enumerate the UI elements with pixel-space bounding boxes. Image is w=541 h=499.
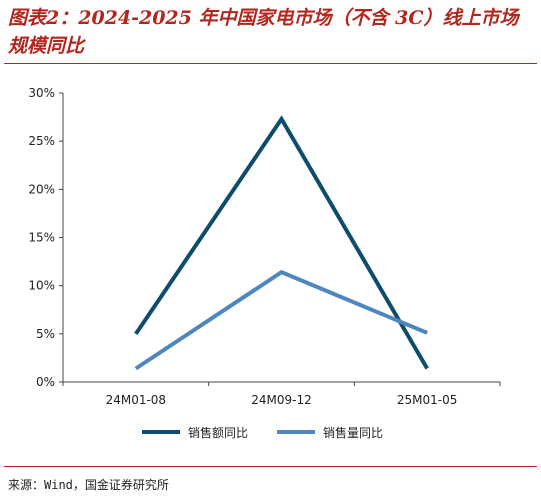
y-tick-label: 15% xyxy=(28,231,55,245)
title-divider xyxy=(4,63,537,64)
y-axis: 0% 5% 10% 15% 20% 25% 30% xyxy=(28,86,64,389)
y-tick-label: 10% xyxy=(28,279,55,293)
x-tick-label: 24M09-12 xyxy=(251,393,312,407)
source-note: 来源：Wind，国金证券研究所 xyxy=(8,478,169,492)
legend-label: 销售额同比 xyxy=(188,425,248,440)
y-tick-label: 5% xyxy=(36,327,55,341)
legend: 销售额同比 销售量同比 xyxy=(142,425,383,440)
series-lines xyxy=(134,115,429,371)
series-line-2 xyxy=(134,269,428,371)
line-chart: 0% 5% 10% 15% 20% 25% 30% 24M01-08 24M09-12 25M0… xyxy=(28,86,501,440)
series-line-1 xyxy=(134,115,429,370)
chart-title: 图表2：2024-2025 年中国家电市场（不含 3C）线上市场规模同比 xyxy=(8,7,519,57)
y-tick-label: 30% xyxy=(28,86,55,100)
footer-divider xyxy=(4,466,537,467)
legend-label: 销售量同比 xyxy=(323,425,383,440)
x-tick-label: 25M01-05 xyxy=(397,393,458,407)
y-tick-label: 0% xyxy=(36,375,55,389)
y-tick-label: 25% xyxy=(28,134,55,148)
y-tick-label: 20% xyxy=(28,182,55,196)
x-tick-label: 24M01-08 xyxy=(106,393,167,407)
x-axis: 24M01-08 24M09-12 25M01-05 xyxy=(62,381,501,407)
